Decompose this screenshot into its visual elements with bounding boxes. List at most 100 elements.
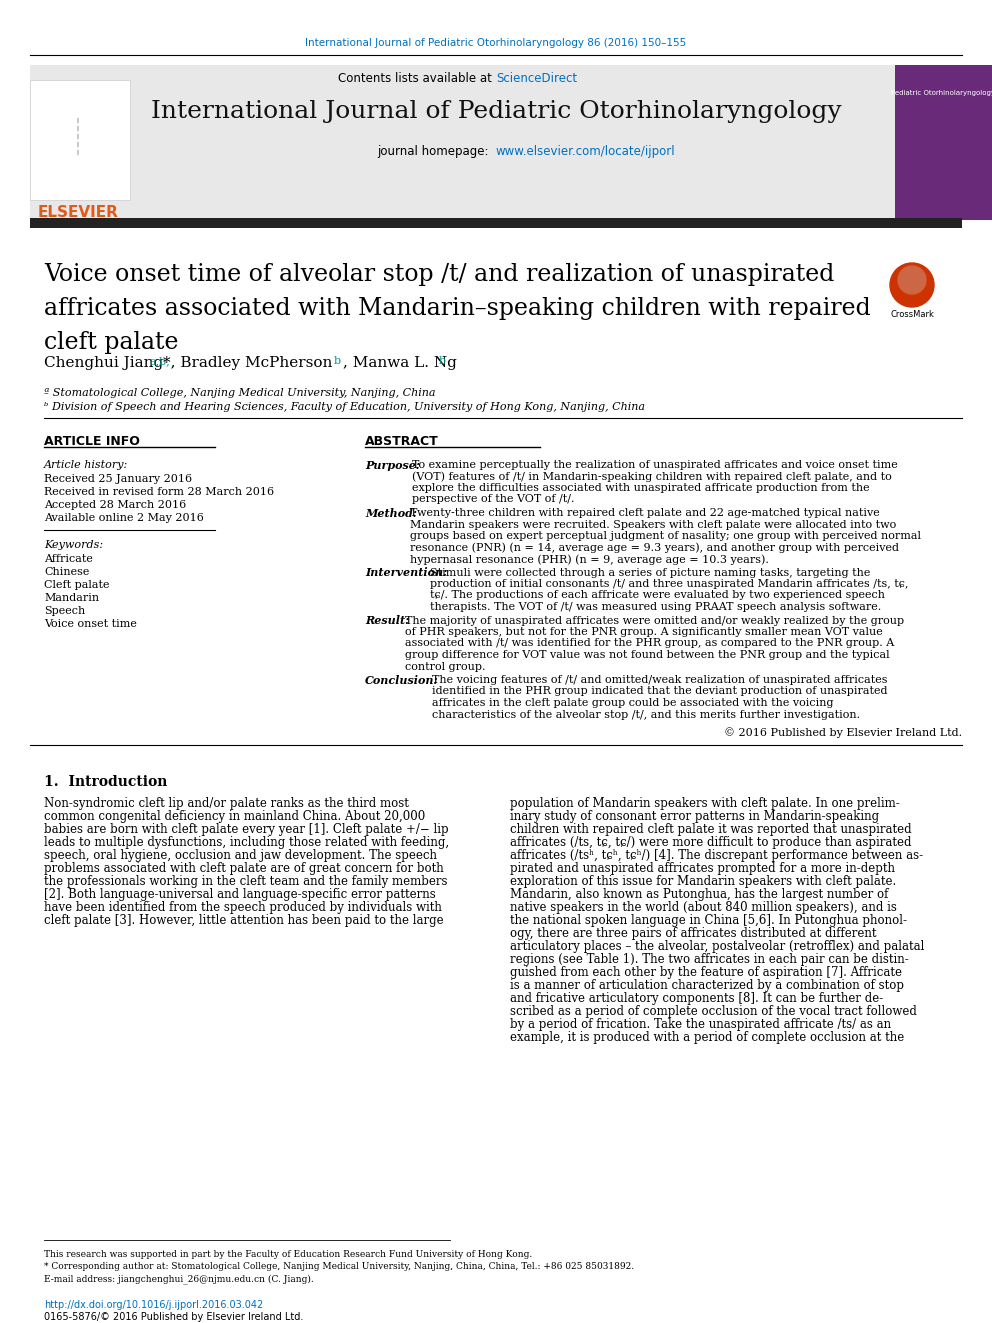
Text: Voice onset time: Voice onset time: [44, 619, 137, 628]
Text: Speech: Speech: [44, 606, 85, 617]
Text: © 2016 Published by Elsevier Ireland Ltd.: © 2016 Published by Elsevier Ireland Ltd…: [724, 728, 962, 738]
Text: scribed as a period of complete occlusion of the vocal tract followed: scribed as a period of complete occlusio…: [510, 1005, 917, 1017]
Text: International Journal of Pediatric Otorhinolaryngology: International Journal of Pediatric Otorh…: [151, 101, 841, 123]
Text: (VOT) features of /t/ in Mandarin-speaking children with repaired cleft palate, : (VOT) features of /t/ in Mandarin-speaki…: [412, 471, 892, 482]
Circle shape: [898, 266, 926, 294]
Text: children with repaired cleft palate it was reported that unaspirated: children with repaired cleft palate it w…: [510, 823, 912, 836]
Text: and fricative articulatory components [8]. It can be further de-: and fricative articulatory components [8…: [510, 992, 883, 1005]
Text: CrossMark: CrossMark: [890, 310, 933, 319]
Text: babies are born with cleft palate every year [1]. Cleft palate +/− lip: babies are born with cleft palate every …: [44, 823, 448, 836]
Text: [2]. Both language-universal and language-specific error patterns: [2]. Both language-universal and languag…: [44, 888, 435, 901]
Text: ABSTRACT: ABSTRACT: [365, 435, 438, 448]
Text: Accepted 28 March 2016: Accepted 28 March 2016: [44, 500, 186, 509]
Text: ARTICLE INFO: ARTICLE INFO: [44, 435, 140, 448]
Text: This research was supported in part by the Faculty of Education Research Fund Un: This research was supported in part by t…: [44, 1250, 533, 1259]
Text: Article history:: Article history:: [44, 460, 128, 470]
Text: therapists. The VOT of /t/ was measured using PRAAT speech analysis software.: therapists. The VOT of /t/ was measured …: [430, 602, 881, 613]
Text: Keywords:: Keywords:: [44, 540, 103, 550]
Text: production of initial consonants /t/ and three unaspirated Mandarin affricates /: production of initial consonants /t/ and…: [430, 579, 909, 589]
Text: Mandarin speakers were recruited. Speakers with cleft palate were allocated into: Mandarin speakers were recruited. Speake…: [410, 520, 896, 529]
Text: regions (see Table 1). The two affricates in each pair can be distin-: regions (see Table 1). The two affricate…: [510, 953, 909, 966]
Text: Result:: Result:: [365, 615, 410, 627]
Text: speech, oral hygiene, occlusion and jaw development. The speech: speech, oral hygiene, occlusion and jaw …: [44, 849, 437, 863]
Text: affricates (/ts, tɕ, tɕ/) were more difficult to produce than aspirated: affricates (/ts, tɕ, tɕ/) were more diff…: [510, 836, 912, 849]
Text: Affricate: Affricate: [44, 554, 93, 564]
Text: native speakers in the world (about 840 million speakers), and is: native speakers in the world (about 840 …: [510, 901, 897, 914]
Text: Mandarin, also known as Putonghua, has the largest number of: Mandarin, also known as Putonghua, has t…: [510, 888, 889, 901]
Text: Non-syndromic cleft lip and/or palate ranks as the third most: Non-syndromic cleft lip and/or palate ra…: [44, 796, 409, 810]
Text: pirated and unaspirated affricates prompted for a more in-depth: pirated and unaspirated affricates promp…: [510, 863, 895, 875]
Text: groups based on expert perceptual judgment of nasality; one group with perceived: groups based on expert perceptual judgme…: [410, 531, 921, 541]
Text: * Corresponding author at: Stomatological College, Nanjing Medical University, N: * Corresponding author at: Stomatologica…: [44, 1262, 634, 1271]
Text: International Journal of Pediatric Otorhinolaryngology 86 (2016) 150–155: International Journal of Pediatric Otorh…: [306, 38, 686, 48]
Text: affricates associated with Mandarin–speaking children with repaired: affricates associated with Mandarin–spea…: [44, 296, 871, 320]
Text: , Manwa L. Ng: , Manwa L. Ng: [343, 356, 461, 370]
Text: inary study of consonant error patterns in Mandarin-speaking: inary study of consonant error patterns …: [510, 810, 879, 823]
FancyBboxPatch shape: [30, 65, 962, 220]
Text: ª Stomatological College, Nanjing Medical University, Nanjing, China: ª Stomatological College, Nanjing Medica…: [44, 388, 435, 398]
Text: b: b: [439, 356, 446, 366]
Text: affricates (/tsʰ, tɕʰ, tɕʰ/) [4]. The discrepant performance between as-: affricates (/tsʰ, tɕʰ, tɕʰ/) [4]. The di…: [510, 849, 924, 863]
Text: ScienceDirect: ScienceDirect: [496, 71, 577, 85]
Text: a,b,: a,b,: [149, 356, 170, 366]
Text: The voicing features of /t/ and omitted/weak realization of unaspirated affricat: The voicing features of /t/ and omitted/…: [432, 675, 888, 685]
Text: control group.: control group.: [405, 662, 485, 672]
Text: ELSEVIER: ELSEVIER: [38, 205, 118, 220]
Text: identified in the PHR group indicated that the deviant production of unaspirated: identified in the PHR group indicated th…: [432, 687, 888, 696]
FancyBboxPatch shape: [895, 65, 992, 220]
Text: E-mail address: jiangchenghui_26@njmu.edu.cn (C. Jiang).: E-mail address: jiangchenghui_26@njmu.ed…: [44, 1274, 313, 1283]
Text: Contents lists available at: Contents lists available at: [338, 71, 496, 85]
Text: 0165-5876/© 2016 Published by Elsevier Ireland Ltd.: 0165-5876/© 2016 Published by Elsevier I…: [44, 1312, 304, 1322]
Text: Stimuli were collected through a series of picture naming tasks, targeting the: Stimuli were collected through a series …: [430, 568, 870, 578]
Text: 1.  Introduction: 1. Introduction: [44, 775, 168, 789]
Text: perspective of the VOT of /t/.: perspective of the VOT of /t/.: [412, 495, 574, 504]
Text: characteristics of the alveolar stop /t/, and this merits further investigation.: characteristics of the alveolar stop /t/…: [432, 709, 860, 720]
FancyBboxPatch shape: [30, 218, 962, 228]
Text: Cleft palate: Cleft palate: [44, 579, 109, 590]
Text: leads to multiple dysfunctions, including those related with feeding,: leads to multiple dysfunctions, includin…: [44, 836, 449, 849]
Text: explore the difficulties associated with unaspirated affricate production from t: explore the difficulties associated with…: [412, 483, 870, 493]
Text: Intervention:: Intervention:: [365, 568, 447, 578]
Text: tɕ/. The productions of each affricate were evaluated by two experienced speech: tɕ/. The productions of each affricate w…: [430, 590, 885, 601]
Text: associated with /t/ was identified for the PHR group, as compared to the PNR gro: associated with /t/ was identified for t…: [405, 639, 894, 648]
Text: Received 25 January 2016: Received 25 January 2016: [44, 474, 192, 484]
Text: Method:: Method:: [365, 508, 417, 519]
Text: ᵇ Division of Speech and Hearing Sciences, Faculty of Education, University of H: ᵇ Division of Speech and Hearing Science…: [44, 402, 645, 411]
Text: To examine perceptually the realization of unaspirated affricates and voice onse: To examine perceptually the realization …: [412, 460, 898, 470]
FancyBboxPatch shape: [30, 79, 130, 200]
Text: *, Bradley McPherson: *, Bradley McPherson: [163, 356, 337, 370]
Text: population of Mandarin speakers with cleft palate. In one prelim-: population of Mandarin speakers with cle…: [510, 796, 900, 810]
Text: www.elsevier.com/locate/ijporl: www.elsevier.com/locate/ijporl: [496, 146, 676, 157]
Text: Pediatric Otorhinolaryngology: Pediatric Otorhinolaryngology: [891, 90, 992, 97]
Text: Twenty-three children with repaired cleft palate and 22 age-matched typical nati: Twenty-three children with repaired clef…: [410, 508, 880, 519]
Text: journal homepage:: journal homepage:: [377, 146, 496, 157]
Text: Chinese: Chinese: [44, 568, 89, 577]
Text: Purpose:: Purpose:: [365, 460, 420, 471]
Text: group difference for VOT value was not found between the PNR group and the typic: group difference for VOT value was not f…: [405, 650, 890, 660]
Text: Received in revised form 28 March 2016: Received in revised form 28 March 2016: [44, 487, 274, 497]
Text: the professionals working in the cleft team and the family members: the professionals working in the cleft t…: [44, 875, 447, 888]
Text: http://dx.doi.org/10.1016/j.ijporl.2016.03.042: http://dx.doi.org/10.1016/j.ijporl.2016.…: [44, 1301, 263, 1310]
Text: have been identified from the speech produced by individuals with: have been identified from the speech pro…: [44, 901, 441, 914]
Text: Voice onset time of alveolar stop /t/ and realization of unaspirated: Voice onset time of alveolar stop /t/ an…: [44, 263, 834, 286]
Text: by a period of frication. Take the unaspirated affricate /ts/ as an: by a period of frication. Take the unasp…: [510, 1017, 891, 1031]
Text: the national spoken language in China [5,6]. In Putonghua phonol-: the national spoken language in China [5…: [510, 914, 907, 927]
Text: guished from each other by the feature of aspiration [7]. Affricate: guished from each other by the feature o…: [510, 966, 902, 979]
Text: The majority of unaspirated affricates were omitted and/or weakly realized by th: The majority of unaspirated affricates w…: [405, 615, 904, 626]
Text: b: b: [334, 356, 341, 366]
Text: cleft palate: cleft palate: [44, 331, 179, 355]
Text: Mandarin: Mandarin: [44, 593, 99, 603]
Circle shape: [890, 263, 934, 307]
Text: Chenghui Jiang: Chenghui Jiang: [44, 356, 168, 370]
Text: problems associated with cleft palate are of great concern for both: problems associated with cleft palate ar…: [44, 863, 443, 875]
Text: of PHR speakers, but not for the PNR group. A significantly smaller mean VOT val: of PHR speakers, but not for the PNR gro…: [405, 627, 883, 636]
Text: is a manner of articulation characterized by a combination of stop: is a manner of articulation characterize…: [510, 979, 904, 992]
Text: cleft palate [3]. However, little attention has been paid to the large: cleft palate [3]. However, little attent…: [44, 914, 443, 927]
Text: resonance (PNR) (n = 14, average age = 9.3 years), and another group with percei: resonance (PNR) (n = 14, average age = 9…: [410, 542, 899, 553]
Text: example, it is produced with a period of complete occlusion at the: example, it is produced with a period of…: [510, 1031, 905, 1044]
Text: articulatory places – the alveolar, postalveolar (retrofflex) and palatal: articulatory places – the alveolar, post…: [510, 941, 925, 953]
Text: exploration of this issue for Mandarin speakers with cleft palate.: exploration of this issue for Mandarin s…: [510, 875, 896, 888]
Text: common congenital deficiency in mainland China. About 20,000: common congenital deficiency in mainland…: [44, 810, 426, 823]
Text: hypernasal resonance (PHR) (n = 9, average age = 10.3 years).: hypernasal resonance (PHR) (n = 9, avera…: [410, 554, 769, 565]
Text: Conclusion:: Conclusion:: [365, 675, 438, 687]
